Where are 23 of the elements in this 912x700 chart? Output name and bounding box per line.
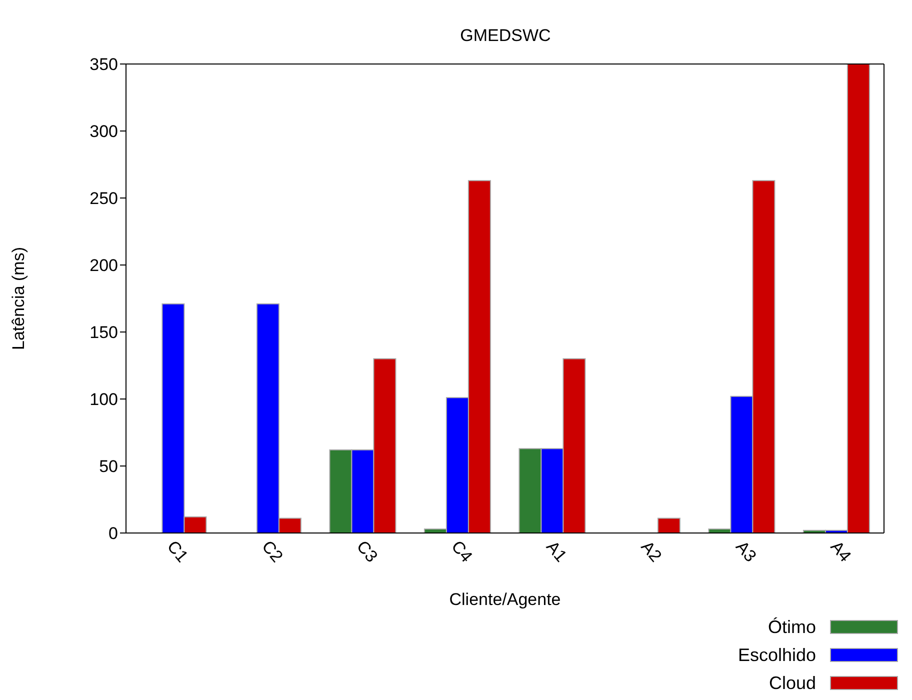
chart-title: GMEDSWC xyxy=(460,26,551,45)
y-tick-label: 0 xyxy=(108,524,118,544)
y-tick-label: 250 xyxy=(90,189,118,208)
legend-label: Cloud xyxy=(768,672,816,694)
y-tick-label: 200 xyxy=(90,256,118,276)
x-axis-title: Cliente/Agente xyxy=(449,590,561,609)
x-tick-label: A4 xyxy=(826,537,855,566)
y-tick-label: 100 xyxy=(90,390,118,410)
legend-label: Ótimo xyxy=(768,616,816,638)
x-tick-label: C2 xyxy=(258,537,287,566)
y-tick-label: 300 xyxy=(90,122,118,142)
x-tick-label: C3 xyxy=(352,537,382,566)
x-tick-label: A1 xyxy=(542,537,571,566)
x-tick-label: A3 xyxy=(732,537,760,566)
y-tick-label: 150 xyxy=(90,323,118,342)
x-tick-label: A2 xyxy=(637,537,666,566)
y-tick-label: 350 xyxy=(90,55,118,74)
x-tick-label: C4 xyxy=(448,537,476,566)
legend-label: Escolhido xyxy=(738,644,816,666)
x-tick-label: C1 xyxy=(163,537,192,566)
y-axis-title: Latência (ms) xyxy=(9,247,28,350)
bar xyxy=(657,518,680,533)
y-tick-label: 50 xyxy=(99,457,118,476)
